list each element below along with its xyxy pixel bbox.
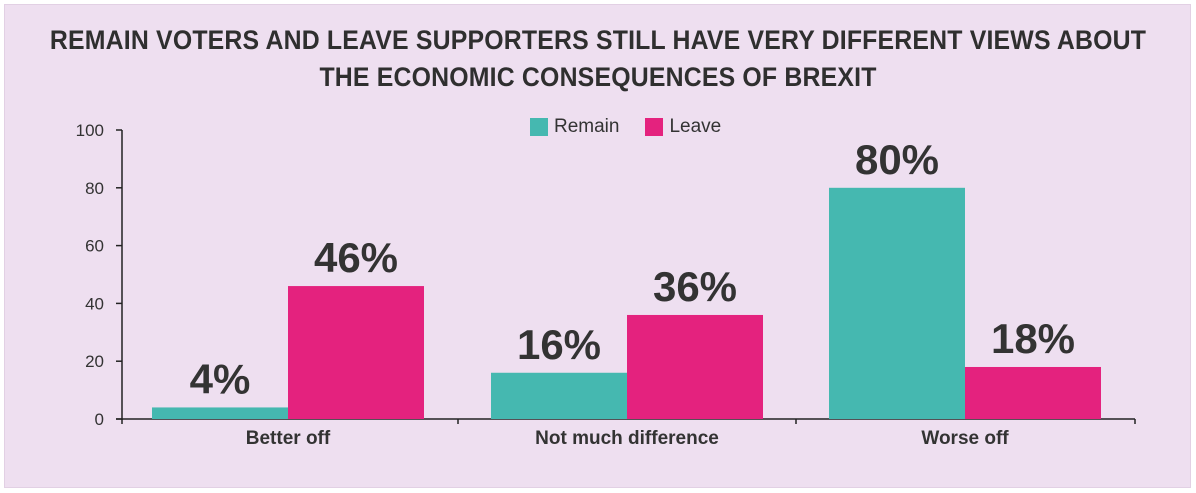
legend-label-remain: Remain xyxy=(554,116,620,137)
legend-label-leave: Leave xyxy=(669,116,722,137)
bar-leave-1 xyxy=(627,314,763,419)
bar-remain-0 xyxy=(152,407,288,419)
chart-title-line-2: THE ECONOMIC CONSEQUENCES OF BREXIT xyxy=(319,62,877,92)
y-tick-label: 80 xyxy=(85,179,104,198)
chart-category-labels: Better off Not much difference Worse off xyxy=(246,428,1010,449)
y-tick-label: 100 xyxy=(76,121,104,140)
bar-leave-2 xyxy=(965,366,1101,419)
value-label-leave-2: 18% xyxy=(991,315,1075,362)
y-tick-label: 0 xyxy=(95,410,104,429)
legend-swatch-leave xyxy=(645,118,664,136)
chart-legend: Remain Leave xyxy=(530,116,747,138)
value-label-leave-1: 36% xyxy=(653,263,737,310)
legend-item-leave: Leave xyxy=(645,116,721,138)
value-label-remain-1: 16% xyxy=(517,321,601,368)
y-tick-label: 40 xyxy=(85,294,104,313)
chart-title-line-1: REMAIN VOTERS AND LEAVE SUPPORTERS STILL… xyxy=(49,25,1147,55)
y-tick-label: 20 xyxy=(85,352,104,371)
bar-leave-0 xyxy=(288,286,424,419)
chart-bars xyxy=(152,187,1101,419)
value-label-leave-0: 46% xyxy=(314,234,398,281)
bar-remain-1 xyxy=(491,372,627,419)
chart-title: REMAIN VOTERS AND LEAVE SUPPORTERS STILL… xyxy=(48,22,1148,96)
category-label-1: Not much difference xyxy=(535,428,719,449)
bar-remain-2 xyxy=(829,187,965,419)
legend-item-remain: Remain xyxy=(530,116,619,138)
chart-value-labels: 4% 46% 16% 36% 80% 18% xyxy=(190,136,1075,403)
value-label-remain-0: 4% xyxy=(190,355,251,402)
category-label-2: Worse off xyxy=(921,428,1009,449)
y-tick-label: 60 xyxy=(85,237,104,256)
legend-swatch-remain xyxy=(530,118,548,136)
category-label-0: Better off xyxy=(246,428,331,449)
value-label-remain-2: 80% xyxy=(855,136,939,183)
